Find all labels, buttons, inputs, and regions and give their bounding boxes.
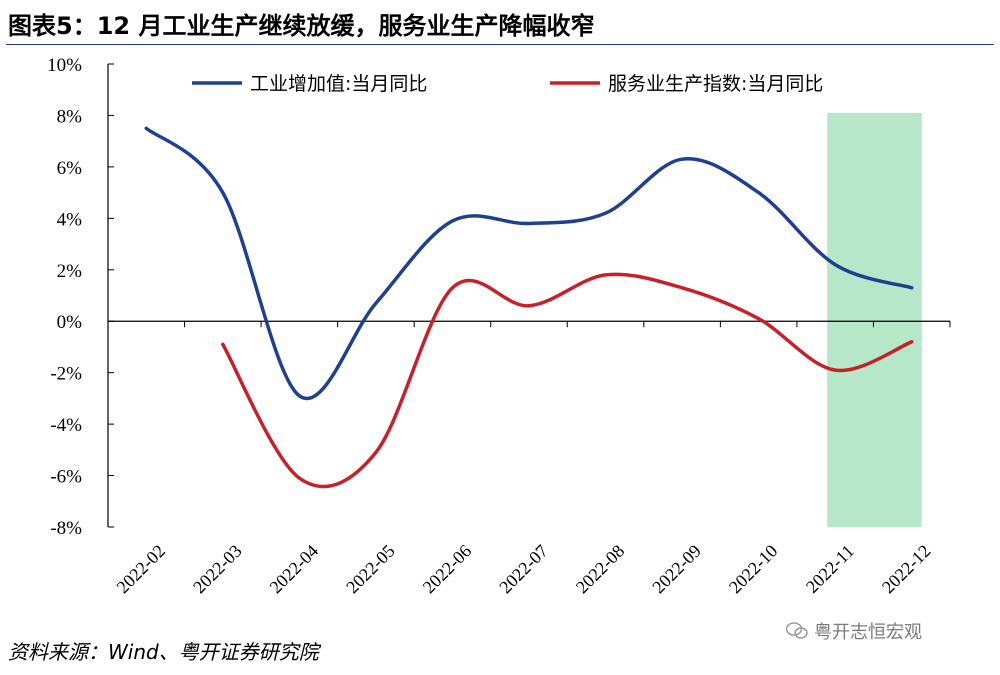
data-point [297,394,301,398]
series-line-industry [144,126,914,401]
data-point [910,340,914,344]
y-tick-label: -8% [50,518,82,539]
legend: 工业增加值:当月同比 服务业生产指数:当月同比 [192,73,823,95]
source-note: 资料来源：Wind、粤开证券研究院 [8,640,319,664]
series-lines [144,126,914,489]
data-point [833,263,837,267]
y-tick-label: 10% [47,55,82,76]
x-tick-label: 2022-09 [648,541,705,598]
watermark-text: 粤开志恒宏观 [814,622,922,643]
x-axis: 2022-02 2022-03 2022-04 2022-05 2022-06 2022-… [107,320,951,598]
data-point [450,219,454,223]
data-point [604,211,608,215]
x-tick-label: 2022-08 [572,541,629,598]
data-point [604,273,608,277]
wechat-icon [786,622,808,639]
data-point [757,317,761,321]
x-tick-label: 2022-06 [419,541,476,598]
y-tick-label: 0% [57,312,83,333]
x-tick-label: 2022-05 [342,541,399,598]
y-tick-label: 2% [57,261,83,282]
data-point [450,286,454,290]
y-tick-label: -6% [50,467,82,488]
data-point [527,304,531,308]
data-point [374,301,378,305]
y-axis: 10% 8% 6% 4% 2% 0% -2% -4% -6% -8% [47,55,114,539]
highlight-band [827,112,922,527]
data-point [374,450,378,454]
data-point [221,191,225,195]
y-tick-label: -2% [50,364,82,385]
data-point [757,191,761,195]
data-point [297,476,301,480]
x-tick-label: 2022-07 [495,541,552,598]
x-tick-label: 2022-12 [878,541,935,598]
y-tick-label: 8% [57,106,83,127]
data-point [680,157,684,161]
y-tick-label: 6% [57,158,83,179]
data-point [910,286,914,290]
watermark: 粤开志恒宏观 [786,618,922,644]
chart-title: 图表5：12 月工业生产继续放缓，服务业生产降幅收窄 [8,12,595,40]
y-tick-label: -4% [50,415,82,436]
title-divider [6,44,994,45]
series-line-service [221,272,914,489]
data-point [833,368,837,372]
data-point [221,342,225,346]
x-tick-label: 2022-10 [725,541,782,598]
data-point [144,126,148,130]
x-tick-label: 2022-02 [113,541,170,598]
data-point [680,286,684,290]
data-point [527,221,531,225]
legend-label: 服务业生产指数:当月同比 [608,73,823,95]
legend-label: 工业增加值:当月同比 [250,73,427,95]
y-tick-label: 4% [57,209,83,230]
x-tick-label: 2022-03 [189,541,246,598]
x-tick-label: 2022-11 [802,541,858,597]
x-tick-label: 2022-04 [266,541,323,598]
